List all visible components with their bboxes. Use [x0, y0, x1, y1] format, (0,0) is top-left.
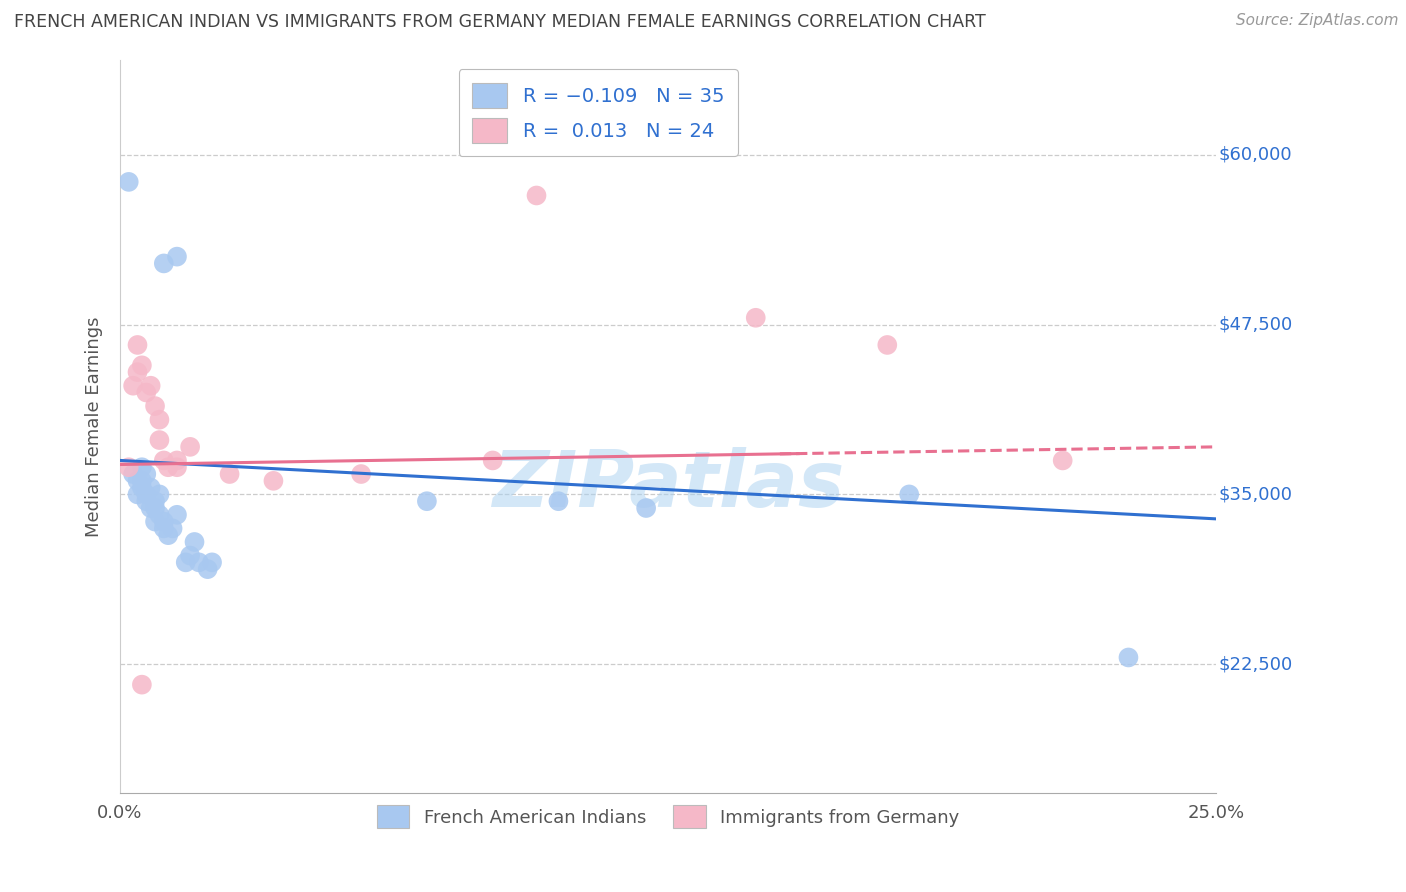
Point: [143, 515, 166, 529]
Point: [166, 250, 188, 264]
Point: [898, 487, 921, 501]
Point: [127, 338, 149, 352]
Point: [157, 528, 180, 542]
Text: $60,000: $60,000: [1219, 145, 1292, 164]
Point: [139, 378, 162, 392]
Point: [127, 487, 149, 501]
Point: [416, 494, 439, 508]
Point: [201, 555, 224, 569]
Text: ZIPatlas: ZIPatlas: [492, 447, 844, 524]
Point: [157, 460, 180, 475]
Point: [197, 562, 219, 576]
Point: [127, 474, 149, 488]
Point: [135, 487, 157, 501]
Point: [143, 501, 166, 516]
Point: [262, 474, 284, 488]
Text: Source: ZipAtlas.com: Source: ZipAtlas.com: [1236, 13, 1399, 29]
Point: [174, 555, 197, 569]
Point: [122, 467, 145, 481]
Point: [139, 501, 162, 516]
Point: [148, 433, 170, 447]
Point: [135, 467, 157, 481]
Point: [131, 460, 153, 475]
Point: [153, 256, 176, 270]
Point: [183, 535, 205, 549]
Point: [118, 175, 141, 189]
Point: [636, 501, 658, 516]
Point: [148, 508, 170, 522]
Point: [153, 515, 176, 529]
Point: [481, 453, 503, 467]
Point: [179, 440, 201, 454]
Point: [187, 555, 209, 569]
Point: [218, 467, 240, 481]
Point: [135, 385, 157, 400]
Legend: French American Indians, Immigrants from Germany: French American Indians, Immigrants from…: [370, 798, 966, 836]
Point: [547, 494, 569, 508]
Point: [526, 188, 548, 202]
Text: $47,500: $47,500: [1219, 316, 1292, 334]
Y-axis label: Median Female Earnings: Median Female Earnings: [86, 317, 103, 537]
Point: [153, 453, 176, 467]
Point: [876, 338, 898, 352]
Point: [122, 378, 145, 392]
Point: [1052, 453, 1074, 467]
Point: [166, 453, 188, 467]
Point: [143, 494, 166, 508]
Point: [139, 481, 162, 495]
Point: [162, 521, 184, 535]
Text: $35,000: $35,000: [1219, 485, 1292, 503]
Text: $22,500: $22,500: [1219, 656, 1292, 673]
Text: FRENCH AMERICAN INDIAN VS IMMIGRANTS FROM GERMANY MEDIAN FEMALE EARNINGS CORRELA: FRENCH AMERICAN INDIAN VS IMMIGRANTS FRO…: [14, 13, 986, 31]
Point: [135, 494, 157, 508]
Point: [153, 521, 176, 535]
Point: [131, 678, 153, 692]
Point: [143, 399, 166, 413]
Point: [148, 487, 170, 501]
Point: [179, 549, 201, 563]
Point: [118, 460, 141, 475]
Point: [745, 310, 768, 325]
Point: [1118, 650, 1140, 665]
Point: [166, 460, 188, 475]
Point: [131, 474, 153, 488]
Point: [350, 467, 373, 481]
Point: [148, 412, 170, 426]
Point: [131, 359, 153, 373]
Point: [127, 365, 149, 379]
Point: [131, 481, 153, 495]
Point: [166, 508, 188, 522]
